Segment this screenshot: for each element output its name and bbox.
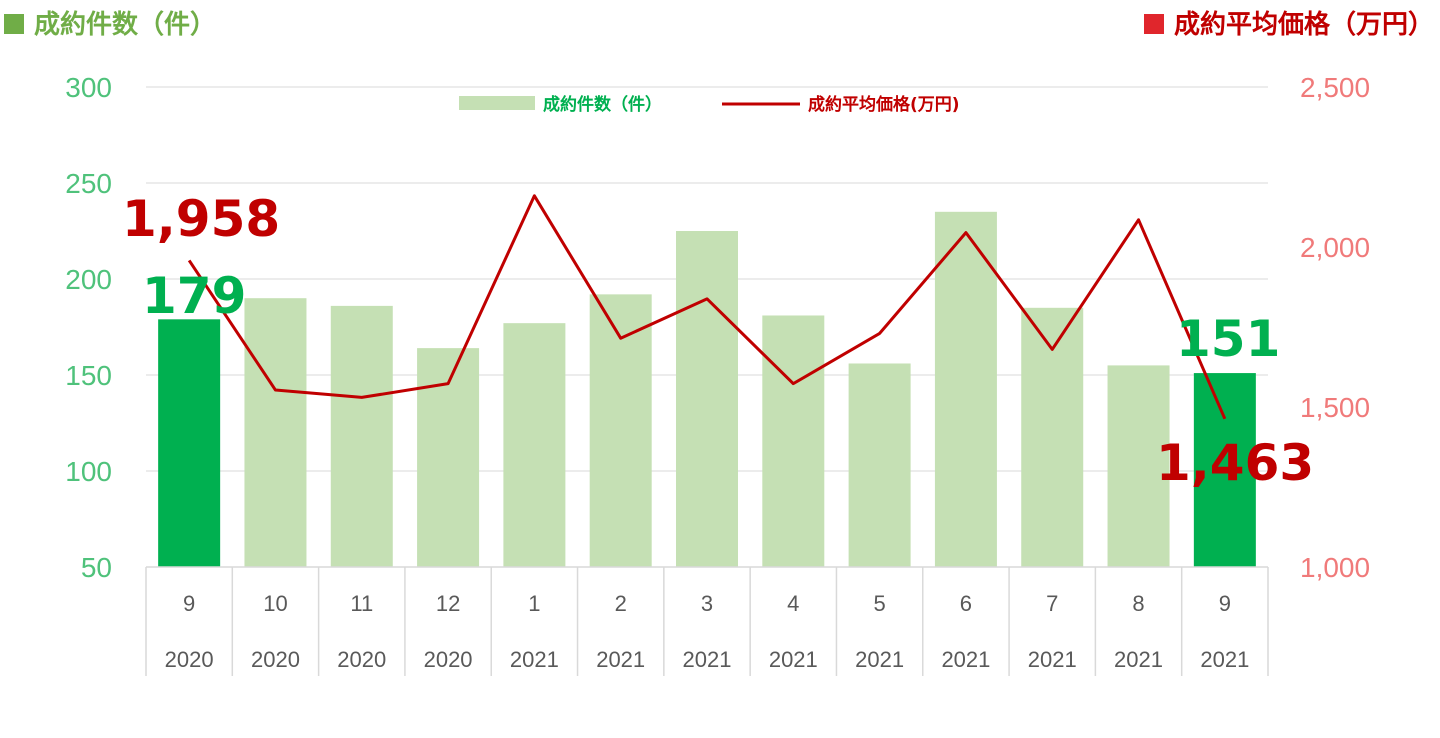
bar <box>589 294 652 567</box>
month-label: 7 <box>1046 591 1058 616</box>
month-label: 1 <box>528 591 540 616</box>
bar <box>158 319 221 567</box>
year-label: 2021 <box>941 647 990 672</box>
left-axis-title-text: 成約件数（件） <box>34 10 217 40</box>
bar <box>330 305 393 567</box>
legend: 成約件数（件） 成約平均価格(万円) <box>459 94 960 115</box>
month-label: 6 <box>960 591 972 616</box>
category-labels: 9 2020 10 2020 11 2020 12 2020 1 2021 2 2021 3 2021 4 2… <box>165 591 1250 672</box>
left-axis-title: 成約件数（件） <box>4 4 216 41</box>
line-series <box>187 194 1227 420</box>
year-label: 2021 <box>510 647 559 672</box>
callout-last-price: 1,463 <box>1156 434 1314 492</box>
bar-series <box>158 211 1256 568</box>
right-tick-label: 2,500 <box>1300 72 1370 103</box>
price-line <box>187 194 1227 420</box>
bar <box>1107 365 1170 567</box>
legend-bar-swatch <box>459 96 535 110</box>
month-label: 5 <box>873 591 885 616</box>
right-axis-title-text: 成約平均価格（万円） <box>1173 10 1434 40</box>
bar <box>848 363 911 567</box>
month-label: 10 <box>263 591 287 616</box>
left-tick-label: 150 <box>65 360 112 391</box>
callout-first-price: 1,958 <box>122 190 280 248</box>
year-label: 2021 <box>1114 647 1163 672</box>
right-tick-label: 1,000 <box>1300 552 1370 583</box>
month-label: 4 <box>787 591 799 616</box>
bar <box>676 231 738 567</box>
left-tick-label: 300 <box>65 72 112 103</box>
month-label: 9 <box>1219 591 1231 616</box>
month-label: 9 <box>183 591 195 616</box>
year-label: 2021 <box>1200 647 1249 672</box>
year-label: 2021 <box>596 647 645 672</box>
month-label: 12 <box>436 591 460 616</box>
left-tick-label: 200 <box>65 264 112 295</box>
month-label: 3 <box>701 591 713 616</box>
legend-line-label: 成約平均価格(万円) <box>808 94 960 115</box>
callouts: 1,958 179 151 1,463 <box>122 190 1314 492</box>
right-axis-title: 成約平均価格（万円） <box>1143 4 1434 41</box>
year-label: 2021 <box>855 647 904 672</box>
callout-first-count: 179 <box>142 267 246 325</box>
right-tick-label: 1,500 <box>1300 392 1370 423</box>
bar <box>244 298 307 567</box>
left-tick-label: 100 <box>65 456 112 487</box>
category-axis-box <box>145 566 1269 676</box>
year-label: 2020 <box>337 647 386 672</box>
bar <box>1193 373 1256 567</box>
year-label: 2020 <box>165 647 214 672</box>
bar <box>503 323 566 567</box>
year-label: 2020 <box>424 647 473 672</box>
left-tick-label: 250 <box>65 168 112 199</box>
legend-bar-label: 成約件数（件） <box>543 94 662 115</box>
year-label: 2021 <box>769 647 818 672</box>
year-label: 2020 <box>251 647 300 672</box>
red-square-icon <box>1143 14 1164 34</box>
right-tick-label: 2,000 <box>1300 232 1370 263</box>
callout-last-count: 151 <box>1176 310 1280 368</box>
right-y-axis: 1,000 1,500 2,000 2,500 <box>1300 72 1370 583</box>
year-label: 2021 <box>683 647 732 672</box>
green-square-icon <box>4 14 24 34</box>
left-y-axis: 50 100 150 200 250 300 <box>65 72 112 583</box>
month-label: 2 <box>615 591 627 616</box>
year-label: 2021 <box>1028 647 1077 672</box>
bar <box>1021 307 1084 567</box>
bar <box>762 315 825 567</box>
bar <box>934 211 997 568</box>
month-label: 11 <box>350 591 373 616</box>
month-label: 8 <box>1132 591 1144 616</box>
left-tick-label: 50 <box>81 552 112 583</box>
